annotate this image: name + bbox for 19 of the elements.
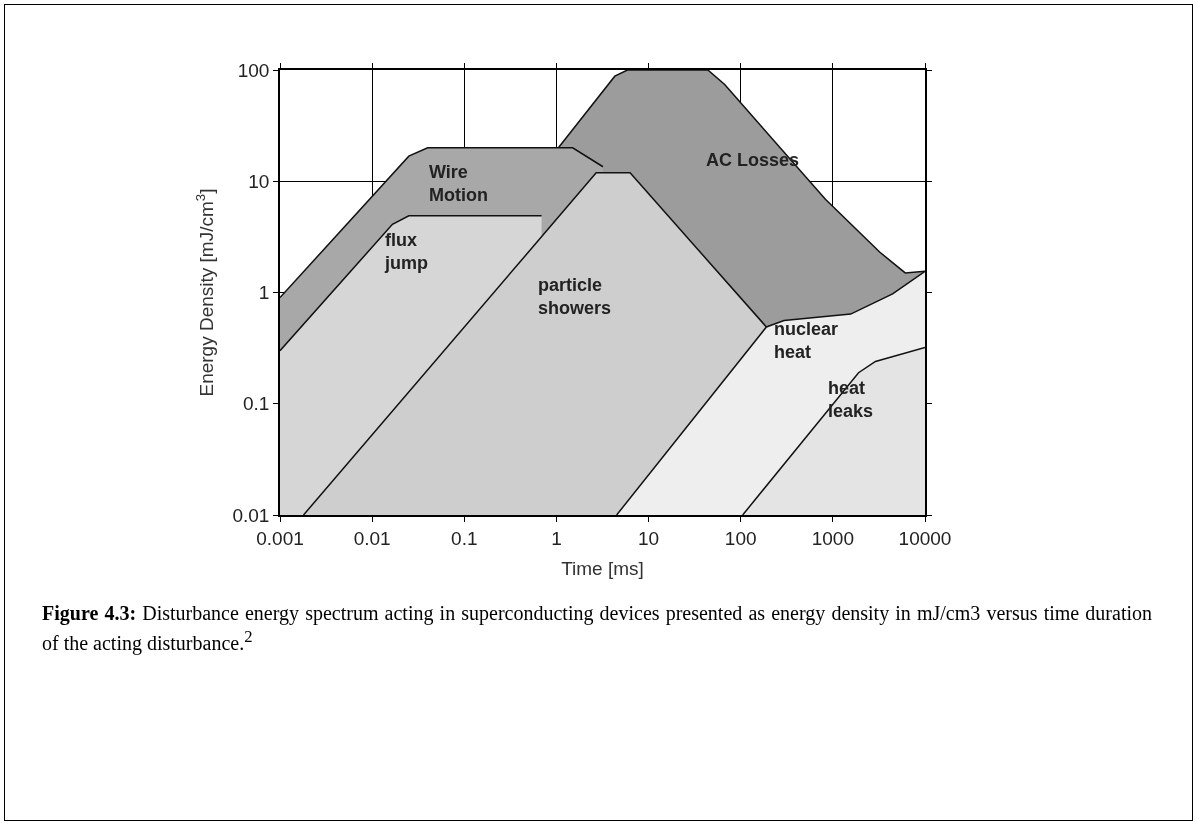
x-tick-label: 10000 xyxy=(898,527,952,549)
x-tick-label: 0.01 xyxy=(353,527,391,549)
series-label: Wire Motion xyxy=(429,162,488,206)
x-tick-label: 1000 xyxy=(811,527,854,549)
y-tick-label: 0.01 xyxy=(232,504,270,526)
x-tick-label: 1 xyxy=(551,527,562,549)
x-tick-label: 10 xyxy=(638,527,660,549)
y-tick-label: 10 xyxy=(248,170,270,192)
y-tick-label: 1 xyxy=(258,282,270,304)
series-label: particle showers xyxy=(538,275,612,319)
x-tick-label: 0.1 xyxy=(451,527,478,549)
series-label: flux jump xyxy=(384,230,428,274)
y-tick-label: 100 xyxy=(237,59,270,81)
x-axis-title: Time [ms] xyxy=(561,557,644,579)
x-tick-label: 100 xyxy=(724,527,757,549)
y-tick-label: 0.1 xyxy=(243,393,270,415)
x-tick-label: 0.001 xyxy=(256,527,304,549)
caption: Figure 4.3: Disturbance energy spectrum acting in superconducting devices presented as energy density in mJ/cm3 versus time duration of the acting disturbance.$^{2}$ xyxy=(42,601,1152,656)
series-label: nuclear heat xyxy=(774,319,839,363)
